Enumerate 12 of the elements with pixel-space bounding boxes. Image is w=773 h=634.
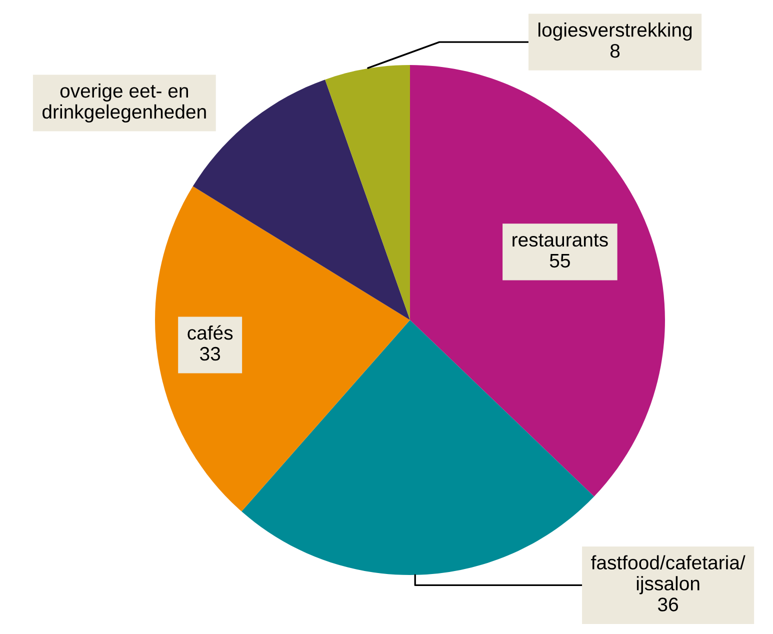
slice-label: logiesverstrekking bbox=[538, 22, 692, 41]
pie-slice bbox=[410, 65, 665, 496]
slice-label: fastfood/cafetaria/ ijssalon bbox=[591, 555, 746, 594]
slice-label: restaurants bbox=[512, 234, 608, 247]
data-label: 33 bbox=[200, 346, 220, 361]
pie-slice bbox=[155, 186, 410, 512]
slice-label: overige eet- en drinkgelegenheden bbox=[42, 83, 206, 123]
data-label: 55 bbox=[550, 254, 570, 268]
data-label: 36 bbox=[658, 598, 678, 612]
pie-slice bbox=[325, 65, 410, 320]
slice-label: cafés bbox=[188, 325, 233, 340]
data-label: 8 bbox=[610, 44, 620, 58]
